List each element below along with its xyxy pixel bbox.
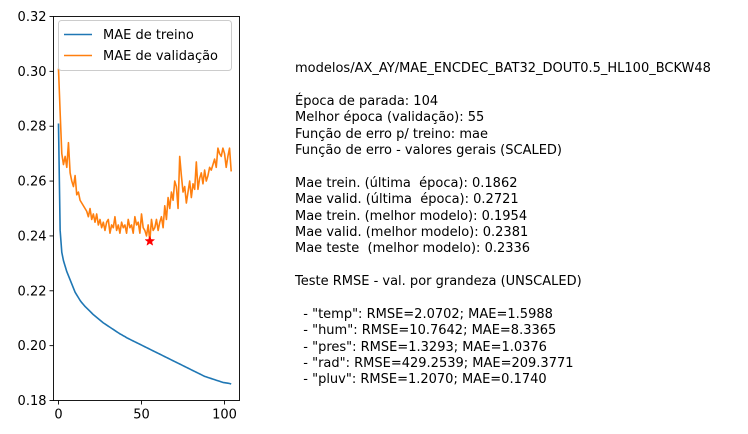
legend-label-valid: MAE de validação [103, 49, 218, 64]
training-info-panel: modelos/AX_AY/MAE_ENCDEC_BAT32_DOUT0.5_H… [295, 61, 711, 389]
x-tick-label: 100 [212, 408, 237, 423]
legend: MAE de treino MAE de validação [58, 20, 232, 71]
x-tick-label: 0 [54, 408, 62, 423]
y-tick-label: 0.20 [18, 339, 47, 354]
y-tick-label: 0.18 [18, 394, 47, 409]
info-line: Função de erro - valores gerais (SCALED) [295, 142, 563, 158]
info-line: - "pres": RMSE=1.3293; MAE=1.0376 [295, 339, 547, 355]
y-tick-label: 0.28 [18, 120, 47, 135]
info-line: Teste RMSE - val. por grandeza (UNSCALED… [295, 274, 582, 290]
legend-box [58, 20, 232, 71]
info-line [295, 290, 711, 306]
info-line: modelos/AX_AY/MAE_ENCDEC_BAT32_DOUT0.5_H… [295, 61, 711, 76]
info-line: Mae valid. (melhor modelo): 0.2381 [295, 224, 529, 240]
info-line: Mae teste (melhor modelo): 0.2336 [295, 241, 531, 257]
info-line: Mae valid. (última época): 0.2721 [295, 192, 519, 208]
info-line: - "rad": RMSE=429.2539; MAE=209.3771 [295, 356, 574, 372]
series-line-valid [57, 68, 232, 242]
best-epoch-star-marker [144, 235, 156, 246]
info-line [295, 159, 711, 175]
info-line [295, 258, 711, 274]
y-tick-label: 0.24 [18, 229, 47, 244]
plot-area-frame [53, 16, 240, 401]
legend-label-train: MAE de treino [103, 28, 194, 43]
y-tick-label: 0.32 [18, 10, 47, 25]
info-line: Época de parada: 104 [295, 93, 439, 109]
info-line: - "pluv": RMSE=1.2070; MAE=0.1740 [295, 372, 547, 388]
y-tick-label: 0.26 [18, 175, 47, 190]
info-line: - "temp": RMSE=2.0702; MAE=1.5988 [295, 306, 553, 322]
info-line: Mae trein. (melhor modelo): 0.1954 [295, 208, 528, 224]
info-line: Função de erro p/ treino: mae [295, 126, 488, 142]
series-line-train [57, 123, 232, 385]
y-tick-label: 0.30 [18, 65, 47, 80]
y-tick-label: 0.22 [18, 284, 47, 299]
info-line: Mae trein. (última época): 0.1862 [295, 175, 518, 191]
x-tick-label: 50 [133, 408, 150, 423]
info-line [295, 77, 711, 93]
info-line: Melhor época (validação): 55 [295, 110, 485, 126]
info-line: - "hum": RMSE=10.7642; MAE=8.3365 [295, 323, 557, 339]
